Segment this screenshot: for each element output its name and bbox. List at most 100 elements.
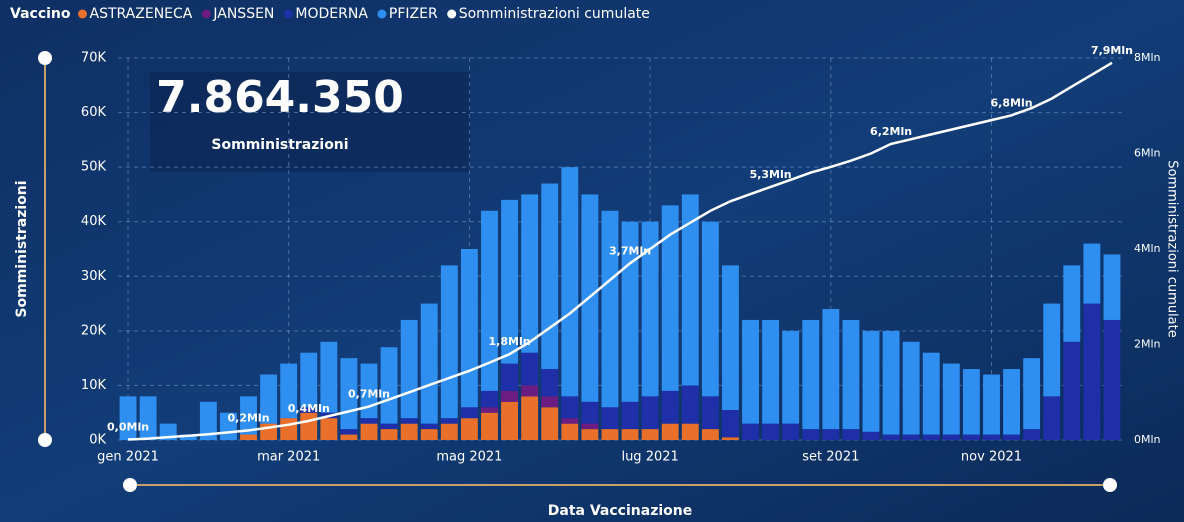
bar-segment bbox=[983, 434, 1000, 440]
y-tick-label: 40K bbox=[81, 214, 107, 229]
data-label: 5,3Mln bbox=[750, 168, 792, 181]
bar-segment bbox=[983, 374, 1000, 435]
data-label: 1,8Mln bbox=[489, 335, 531, 348]
legend-marker bbox=[377, 9, 387, 19]
kpi-panel bbox=[150, 72, 470, 172]
slider-handle[interactable] bbox=[123, 478, 137, 492]
bar-segment bbox=[420, 423, 438, 430]
bar-segment bbox=[360, 423, 378, 440]
bar-segment bbox=[440, 265, 458, 419]
bar-segment bbox=[561, 418, 579, 424]
y-tick-label: 60K bbox=[81, 105, 107, 120]
bar-segment bbox=[179, 434, 197, 440]
bar-segment bbox=[621, 429, 639, 440]
bar-segment bbox=[882, 434, 900, 440]
bar-segment bbox=[541, 183, 559, 370]
bar-segment bbox=[380, 429, 398, 440]
bar-segment bbox=[300, 407, 318, 413]
slider-handle[interactable] bbox=[38, 433, 52, 447]
bar-segment bbox=[962, 369, 980, 435]
bar-segment bbox=[460, 407, 478, 419]
bar-segment bbox=[862, 431, 880, 440]
y2-tick-label: 8Mln bbox=[1134, 51, 1161, 64]
bar-segment bbox=[842, 319, 860, 430]
bar-segment bbox=[722, 437, 739, 440]
bar-segment bbox=[641, 429, 659, 440]
bar-segment bbox=[380, 347, 398, 424]
y-tick-label: 0K bbox=[89, 433, 106, 448]
legend-label: MODERNA bbox=[295, 6, 368, 22]
x-tick-label: mag 2021 bbox=[436, 450, 502, 465]
bar-segment bbox=[1003, 434, 1020, 440]
bar-segment bbox=[661, 390, 679, 424]
bar-segment bbox=[882, 330, 900, 435]
y-tick-label: 50K bbox=[81, 160, 107, 175]
bar-segment bbox=[641, 396, 659, 430]
bar-segment bbox=[501, 199, 518, 364]
y2-tick-label: 6Mln bbox=[1134, 147, 1161, 160]
bar-segment bbox=[1023, 429, 1041, 440]
bar-segment bbox=[1023, 358, 1041, 430]
bar-segment bbox=[420, 429, 438, 440]
x-tick-label: lug 2021 bbox=[621, 450, 678, 465]
legend-label: JANSSEN bbox=[212, 6, 274, 22]
bar-segment bbox=[481, 407, 498, 413]
bar-segment bbox=[360, 418, 378, 424]
bar-segment bbox=[340, 434, 358, 440]
bar-segment bbox=[340, 429, 358, 435]
bar-segment bbox=[1083, 243, 1101, 304]
plot bbox=[118, 57, 1122, 441]
y2-tick-label: 2Mln bbox=[1134, 338, 1161, 351]
y-tick-label: 20K bbox=[81, 323, 107, 338]
bar-segment bbox=[601, 210, 619, 408]
legend-marker bbox=[283, 9, 293, 19]
bar-segment bbox=[300, 412, 318, 440]
bar-segment bbox=[641, 221, 659, 397]
bar-segment bbox=[420, 303, 438, 424]
bar-segment bbox=[601, 429, 619, 440]
bar-segment bbox=[280, 363, 298, 419]
bar-segment bbox=[922, 434, 940, 440]
bar-segment bbox=[240, 434, 257, 440]
bar-segment bbox=[942, 434, 960, 440]
bar-segment bbox=[842, 429, 860, 440]
bar-segment bbox=[701, 429, 719, 440]
bar-segment bbox=[280, 418, 298, 440]
bar-segment bbox=[481, 412, 498, 440]
bar-segment bbox=[440, 418, 458, 424]
bar-segment bbox=[1103, 254, 1121, 320]
slider-handle[interactable] bbox=[38, 51, 52, 65]
bar-segment bbox=[762, 319, 780, 424]
bar-segment bbox=[581, 423, 599, 430]
bar-segment bbox=[1003, 369, 1020, 435]
bar-segment bbox=[199, 401, 217, 440]
bar-segment bbox=[561, 167, 579, 397]
bar-segment bbox=[962, 434, 980, 440]
legend-marker bbox=[78, 9, 87, 19]
x-tick-label: nov 2021 bbox=[961, 450, 1022, 465]
bar-segment bbox=[802, 319, 820, 430]
y2-tick-label: 0Mln bbox=[1134, 433, 1161, 446]
bar-segment bbox=[541, 396, 559, 408]
data-label: 0,0Mln bbox=[107, 421, 149, 434]
bar-segment bbox=[722, 265, 739, 410]
y-tick-label: 30K bbox=[81, 269, 107, 284]
bar-segment bbox=[300, 352, 318, 408]
bar-segment bbox=[139, 396, 157, 440]
bar-segment bbox=[762, 423, 780, 440]
bar-segment bbox=[701, 221, 719, 397]
x-tick-label: set 2021 bbox=[802, 450, 859, 465]
bar-segment bbox=[1063, 341, 1081, 440]
bar-segment bbox=[521, 396, 539, 440]
kpi-label: Somministrazioni bbox=[211, 137, 348, 153]
data-label: 3,7Mln bbox=[609, 244, 651, 257]
bar-segment bbox=[902, 341, 920, 435]
data-label: 6,8Mln bbox=[991, 96, 1033, 109]
bar-segment bbox=[822, 309, 840, 430]
slider-handle[interactable] bbox=[1103, 478, 1117, 492]
bar-segment bbox=[681, 423, 699, 440]
bar-segment bbox=[380, 423, 398, 430]
bar-segment bbox=[521, 385, 539, 397]
bar-segment bbox=[1063, 265, 1081, 342]
x-tick-label: gen 2021 bbox=[97, 450, 159, 465]
